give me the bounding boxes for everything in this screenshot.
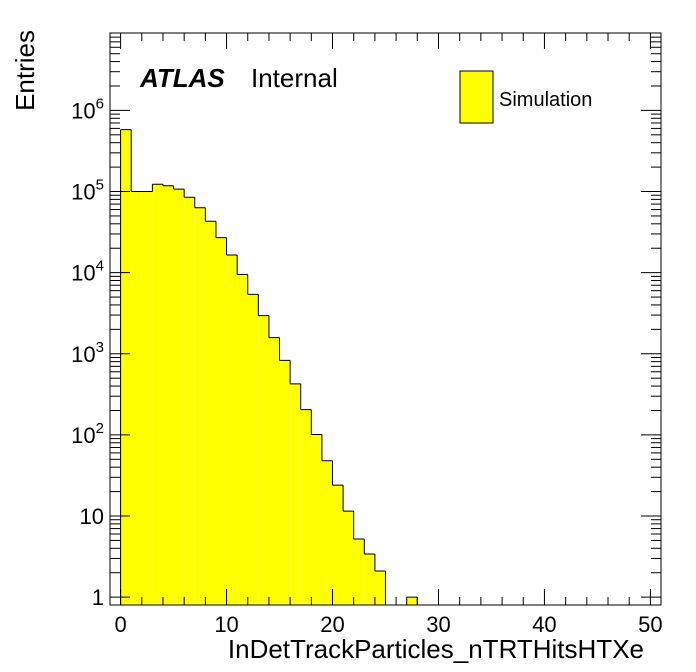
histogram-bar xyxy=(120,129,132,605)
y-axis-title: Entries xyxy=(10,30,40,111)
histogram-bar xyxy=(353,539,365,605)
histogram-bars xyxy=(120,129,418,606)
histogram-bar xyxy=(205,221,216,605)
histogram-bar xyxy=(152,184,163,605)
histogram-bar xyxy=(406,597,418,605)
x-tick-labels: 0 10 20 30 40 50 xyxy=(114,612,662,637)
axis-ticks xyxy=(110,32,661,605)
histogram-bar xyxy=(311,434,322,605)
histogram-bar xyxy=(247,294,259,605)
atlas-label-normal: Internal xyxy=(251,63,338,93)
histogram-bar xyxy=(162,185,174,605)
atlas-label: ATLAS Internal xyxy=(139,63,338,93)
atlas-label-bold: ATLAS xyxy=(139,63,225,93)
histogram-bar xyxy=(300,409,312,605)
y-tick-label: 106 xyxy=(71,95,104,123)
y-tick-label: 1 xyxy=(92,585,104,610)
x-tick-label: 10 xyxy=(214,612,238,637)
histogram-bar xyxy=(141,191,153,605)
legend-label: Simulation xyxy=(499,89,592,111)
legend-swatch xyxy=(459,70,494,124)
x-tick-label: 30 xyxy=(426,612,450,637)
histogram-bar xyxy=(131,191,142,605)
y-tick-label: 102 xyxy=(71,420,104,448)
y-tick-labels: 1 10 102 103 104 105 106 xyxy=(71,95,104,610)
plot-frame xyxy=(109,32,662,606)
histogram-bar xyxy=(184,197,195,605)
histogram-bar xyxy=(194,207,206,606)
x-tick-label: 50 xyxy=(638,612,662,637)
plot-frame-rect xyxy=(109,32,662,606)
histogram-bar xyxy=(364,554,375,605)
y-tick-label: 104 xyxy=(71,258,104,286)
histogram-bar xyxy=(237,274,248,605)
histogram-bar xyxy=(279,360,291,605)
histogram-bar xyxy=(332,485,344,605)
histogram-bar xyxy=(321,460,333,605)
y-tick-label: 103 xyxy=(71,339,104,367)
x-tick-label: 0 xyxy=(114,612,126,637)
y-tick-label: 10 xyxy=(80,504,104,529)
histogram-bar xyxy=(374,570,386,605)
histogram-bar xyxy=(215,237,227,606)
histogram-bar xyxy=(290,383,301,605)
legend: Simulation xyxy=(459,70,592,124)
x-axis-title: InDetTrackParticles_nTRTHitsHTXe xyxy=(228,634,644,664)
x-tick-label: 20 xyxy=(320,612,344,637)
histogram-bar xyxy=(173,189,185,606)
histogram-bar xyxy=(258,315,269,605)
histogram-bar xyxy=(268,337,280,605)
histogram-outline xyxy=(120,129,418,605)
x-tick-label: 40 xyxy=(532,612,556,637)
y-tick-label: 105 xyxy=(71,177,104,205)
histogram-bar xyxy=(343,511,354,605)
histogram-bar xyxy=(226,255,238,605)
